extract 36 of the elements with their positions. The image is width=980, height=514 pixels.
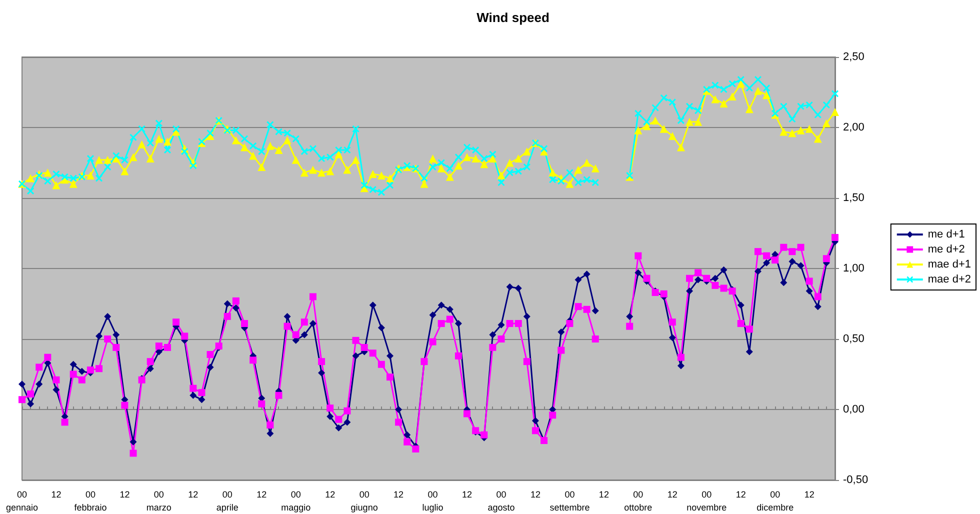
x-tick-label: 00 marzo	[146, 490, 172, 512]
x-tick-label: 12	[325, 490, 336, 500]
x-tick-label: 00 gennaio	[6, 490, 38, 512]
x-tick-label: 12	[51, 490, 62, 500]
x-tick-label: 12	[667, 490, 678, 500]
x-tick-label: 00 maggio	[281, 490, 311, 512]
x-tick-label: 12	[394, 490, 404, 500]
x-tick-label: 12	[188, 490, 198, 500]
x-tick-label: 00 febbraio	[74, 490, 107, 512]
x-tick-label: 12	[804, 490, 814, 500]
x-tick-label: 12	[598, 490, 609, 500]
x-tick-label: 12	[736, 490, 746, 500]
legend-label: mae d+1	[928, 258, 972, 270]
x-tick-label: 00 ottobre	[624, 490, 652, 512]
x-tick-label: 00 novembre	[686, 490, 727, 512]
y-tick-label: 0,00	[843, 404, 864, 416]
y-tick-label: 1,00	[843, 262, 864, 274]
x-tick-label: 00 luglio	[422, 490, 444, 512]
x-tick-label: 12	[462, 490, 472, 500]
x-tick-label: 12	[120, 490, 130, 500]
y-tick-label: 2,50	[843, 51, 864, 63]
legend-label: me d+2	[928, 244, 965, 256]
legend-label: mae d+2	[928, 274, 972, 286]
x-tick-label: 12	[530, 490, 540, 500]
x-tick-label: 00 giugno	[350, 490, 378, 512]
chart-title: Wind speed	[476, 10, 550, 25]
legend-label: me d+1	[928, 228, 965, 240]
y-tick-label: 0,50	[843, 333, 864, 345]
x-tick-label: 00 dicembre	[756, 490, 794, 512]
y-tick-label: -0,50	[843, 474, 868, 486]
y-tick-label: 2,00	[843, 122, 864, 134]
x-tick-label: 12	[256, 490, 267, 500]
x-tick-label: 00 agosto	[488, 490, 515, 512]
x-tick-label: 00 aprile	[216, 490, 238, 512]
x-tick-label: 00 settembre	[550, 490, 590, 512]
y-tick-label: 1,50	[843, 192, 864, 204]
